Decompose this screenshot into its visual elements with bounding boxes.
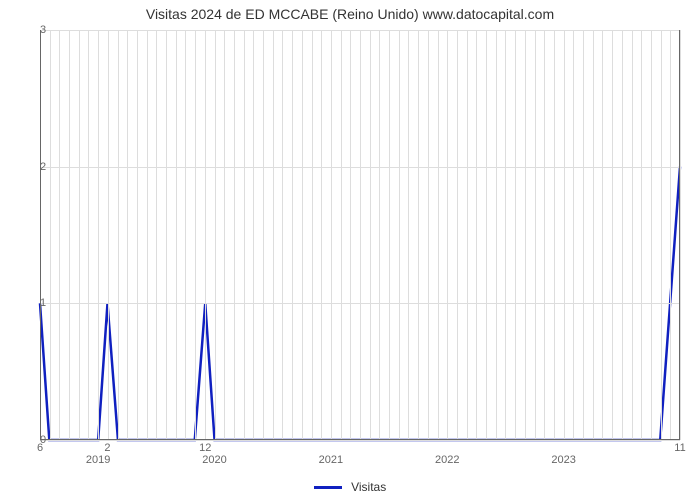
chart-container: Visitas 2024 de ED MCCABE (Reino Unido) …: [0, 0, 700, 500]
grid-line-vertical: [108, 30, 109, 440]
grid-line-vertical: [467, 30, 468, 440]
grid-line-vertical: [447, 30, 448, 440]
grid-line-vertical: [515, 30, 516, 440]
grid-line-vertical: [408, 30, 409, 440]
y-tick-label: 2: [40, 161, 46, 173]
grid-line-vertical: [292, 30, 293, 440]
grid-line-vertical: [544, 30, 545, 440]
grid-line-vertical: [593, 30, 594, 440]
grid-line-vertical: [137, 30, 138, 440]
grid-line-vertical: [457, 30, 458, 440]
grid-line-vertical: [88, 30, 89, 440]
grid-line-vertical: [59, 30, 60, 440]
grid-line-vertical: [79, 30, 80, 440]
grid-line-vertical: [360, 30, 361, 440]
grid-line-vertical: [215, 30, 216, 440]
x-tick-label: 2023: [551, 440, 575, 466]
grid-line-vertical: [185, 30, 186, 440]
grid-line-vertical: [622, 30, 623, 440]
chart-title: Visitas 2024 de ED MCCABE (Reino Unido) …: [0, 6, 700, 22]
grid-line-vertical: [234, 30, 235, 440]
grid-line-vertical: [273, 30, 274, 440]
grid-line-vertical: [564, 30, 565, 440]
grid-line-vertical: [670, 30, 671, 440]
grid-line-vertical: [69, 30, 70, 440]
grid-line-vertical: [224, 30, 225, 440]
y-axis-line: [40, 30, 41, 440]
grid-line-vertical: [389, 30, 390, 440]
plot-area: 012320192020202120222023621211: [40, 30, 680, 440]
grid-line-vertical: [118, 30, 119, 440]
grid-line-vertical: [602, 30, 603, 440]
grid-line-vertical: [496, 30, 497, 440]
grid-line-vertical: [370, 30, 371, 440]
grid-line-vertical: [486, 30, 487, 440]
grid-line-vertical: [331, 30, 332, 440]
grid-line-vertical: [147, 30, 148, 440]
data-point-label: 2: [104, 440, 110, 454]
grid-line-vertical: [176, 30, 177, 440]
data-point-label: 12: [199, 440, 211, 454]
grid-line-vertical: [438, 30, 439, 440]
grid-line-vertical: [573, 30, 574, 440]
grid-line-vertical: [350, 30, 351, 440]
grid-line-vertical: [195, 30, 196, 440]
legend-swatch: [314, 486, 342, 489]
grid-line-vertical: [476, 30, 477, 440]
grid-line-vertical: [612, 30, 613, 440]
x-tick-label: 2021: [319, 440, 343, 466]
grid-line-vertical: [205, 30, 206, 440]
grid-line-vertical: [98, 30, 99, 440]
grid-line-vertical: [156, 30, 157, 440]
data-point-label: 6: [37, 440, 43, 454]
y-tick-label: 3: [40, 24, 46, 36]
grid-line-vertical: [661, 30, 662, 440]
grid-line-vertical: [505, 30, 506, 440]
grid-line-vertical: [428, 30, 429, 440]
grid-line-vertical: [263, 30, 264, 440]
grid-line-vertical: [379, 30, 380, 440]
plot-border-right: [679, 30, 680, 440]
x-axis-line: [40, 439, 680, 440]
legend-label: Visitas: [351, 480, 386, 494]
grid-line-vertical: [253, 30, 254, 440]
grid-line-vertical: [166, 30, 167, 440]
grid-line-vertical: [554, 30, 555, 440]
legend: Visitas: [0, 480, 700, 494]
grid-line-vertical: [312, 30, 313, 440]
grid-line-vertical: [50, 30, 51, 440]
grid-line-vertical: [651, 30, 652, 440]
grid-line-vertical: [244, 30, 245, 440]
grid-line-horizontal: [40, 440, 680, 441]
data-point-label: 11: [674, 440, 685, 454]
y-tick-label: 1: [40, 297, 46, 309]
grid-line-vertical: [583, 30, 584, 440]
grid-line-vertical: [525, 30, 526, 440]
grid-line-vertical: [632, 30, 633, 440]
grid-line-vertical: [418, 30, 419, 440]
grid-line-vertical: [302, 30, 303, 440]
grid-line-vertical: [535, 30, 536, 440]
grid-line-vertical: [641, 30, 642, 440]
grid-line-vertical: [282, 30, 283, 440]
grid-line-vertical: [341, 30, 342, 440]
x-tick-label: 2022: [435, 440, 459, 466]
grid-line-vertical: [321, 30, 322, 440]
grid-line-vertical: [399, 30, 400, 440]
grid-line-vertical: [127, 30, 128, 440]
grid-line-vertical: [680, 30, 681, 440]
